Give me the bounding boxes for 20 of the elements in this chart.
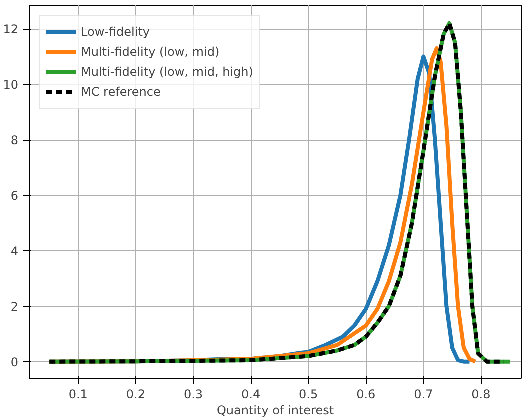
legend-label: MC reference — [81, 85, 161, 99]
x-axis-title: Quantity of interest — [216, 404, 334, 418]
legend-label: Low-fidelity — [81, 25, 150, 39]
y-tick-label: 6 — [10, 188, 19, 203]
y-tick-label: 10 — [3, 78, 19, 92]
x-tick-label: 0.7 — [414, 388, 434, 402]
x-tick-label: 0.5 — [299, 388, 318, 402]
x-tick-label: 0.1 — [68, 388, 88, 402]
y-tick-label: 0 — [10, 355, 19, 370]
y-tick-label: 2 — [10, 300, 19, 314]
legend-label: Multi-fidelity (low, mid) — [81, 45, 220, 59]
x-tick-label: 0.2 — [126, 388, 146, 402]
x-tick-label: 0.4 — [242, 388, 261, 402]
legend-label: Multi-fidelity (low, mid, high) — [81, 65, 254, 79]
y-tick-label: 8 — [10, 134, 19, 148]
y-tick-label: 12 — [3, 22, 19, 37]
y-tick-label: 4 — [10, 244, 19, 258]
x-tick-label: 0.8 — [472, 388, 491, 402]
x-tick-label: 0.3 — [184, 388, 204, 402]
x-tick-label: 0.6 — [356, 388, 376, 402]
